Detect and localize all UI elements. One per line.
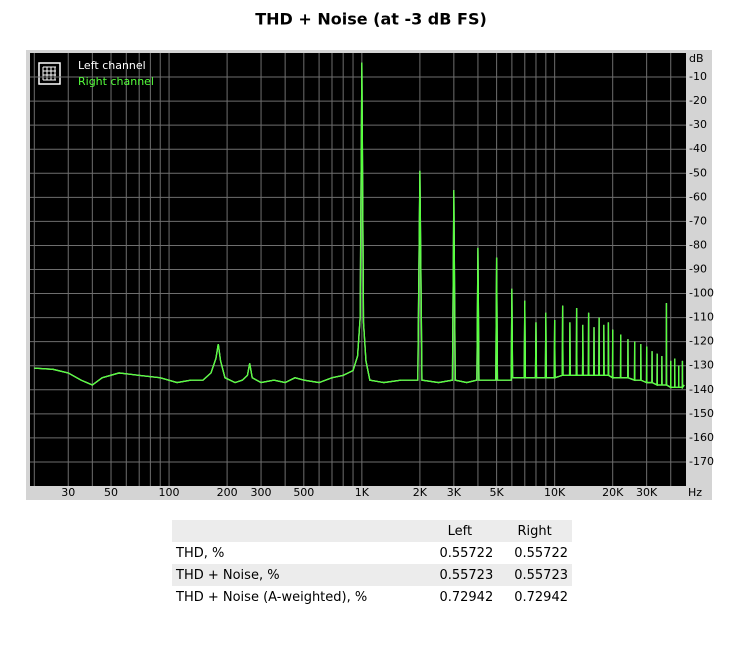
spectrum-line — [34, 62, 685, 390]
y-tick-label: -140 — [689, 383, 714, 396]
row-label: THD + Noise, % — [176, 567, 280, 583]
chart: THD + Noise (at -3 dB FS) dB Hz 30 50 100 2… — [26, 10, 714, 500]
x-tick-label: 5K — [490, 486, 505, 499]
y-tick-label: -60 — [689, 190, 707, 203]
cell: 0.72942 — [439, 589, 494, 605]
cell: 0.55722 — [514, 545, 568, 561]
results-table: Left Right THD, % 0.55722 0.55722 THD + … — [172, 520, 572, 608]
x-unit: Hz — [688, 486, 702, 499]
legend-label: Right channel — [78, 75, 154, 88]
y-tick-label: -40 — [689, 142, 707, 155]
cell: 0.55723 — [439, 567, 494, 583]
x-tick-label: 50 — [104, 486, 118, 499]
y-tick-label: -20 — [689, 94, 707, 107]
x-tick-label: 200 — [217, 486, 238, 499]
x-tick-label: 1K — [355, 486, 370, 499]
y-tick-label: -30 — [689, 118, 707, 131]
y-tick-label: -150 — [689, 407, 714, 420]
legend-icon — [38, 62, 61, 85]
x-tick-label: 300 — [251, 486, 272, 499]
y-tick-label: -90 — [689, 263, 707, 276]
x-tick-label: 10K — [544, 486, 566, 499]
x-tick-label: 30 — [61, 486, 75, 499]
row-label: THD + Noise (A-weighted), % — [176, 589, 368, 605]
x-tick-label: 100 — [159, 486, 180, 499]
x-tick-label: 30K — [636, 486, 658, 499]
table-row: THD + Noise (A-weighted), % 0.72942 0.72… — [172, 586, 572, 608]
y-tick-label: -70 — [689, 214, 707, 227]
cell: 0.55723 — [514, 567, 568, 583]
y-tick-label: -160 — [689, 431, 714, 444]
table-header-cell: Right — [517, 523, 552, 539]
header-blank — [172, 520, 423, 542]
y-tick-label: -170 — [689, 455, 714, 468]
chart-title: THD + Noise (at -3 dB FS) — [255, 10, 487, 29]
y-tick-label: -130 — [689, 359, 714, 372]
y-unit: dB — [689, 52, 704, 65]
legend-label: Left channel — [78, 59, 146, 72]
row-label: THD, % — [176, 545, 225, 561]
cell: 0.72942 — [514, 589, 568, 605]
table-header-cell: Left — [447, 523, 473, 539]
x-tick-label: 20K — [602, 486, 624, 499]
x-tick-label: 500 — [293, 486, 314, 499]
cell: 0.55722 — [439, 545, 494, 561]
y-tick-label: -120 — [689, 335, 714, 348]
y-tick-label: -100 — [689, 287, 714, 300]
x-tick-label: 2K — [413, 486, 428, 499]
table-row: THD, % 0.55722 0.55722 — [172, 542, 572, 564]
y-tick-label: -50 — [689, 166, 707, 179]
x-tick-label: 3K — [447, 486, 462, 499]
y-tick-label: -10 — [689, 70, 707, 83]
y-tick-label: -80 — [689, 238, 707, 251]
y-tick-label: -110 — [689, 311, 714, 324]
table-header: Left Right — [172, 520, 572, 542]
table-row: THD + Noise, % 0.55723 0.55723 — [172, 564, 572, 586]
